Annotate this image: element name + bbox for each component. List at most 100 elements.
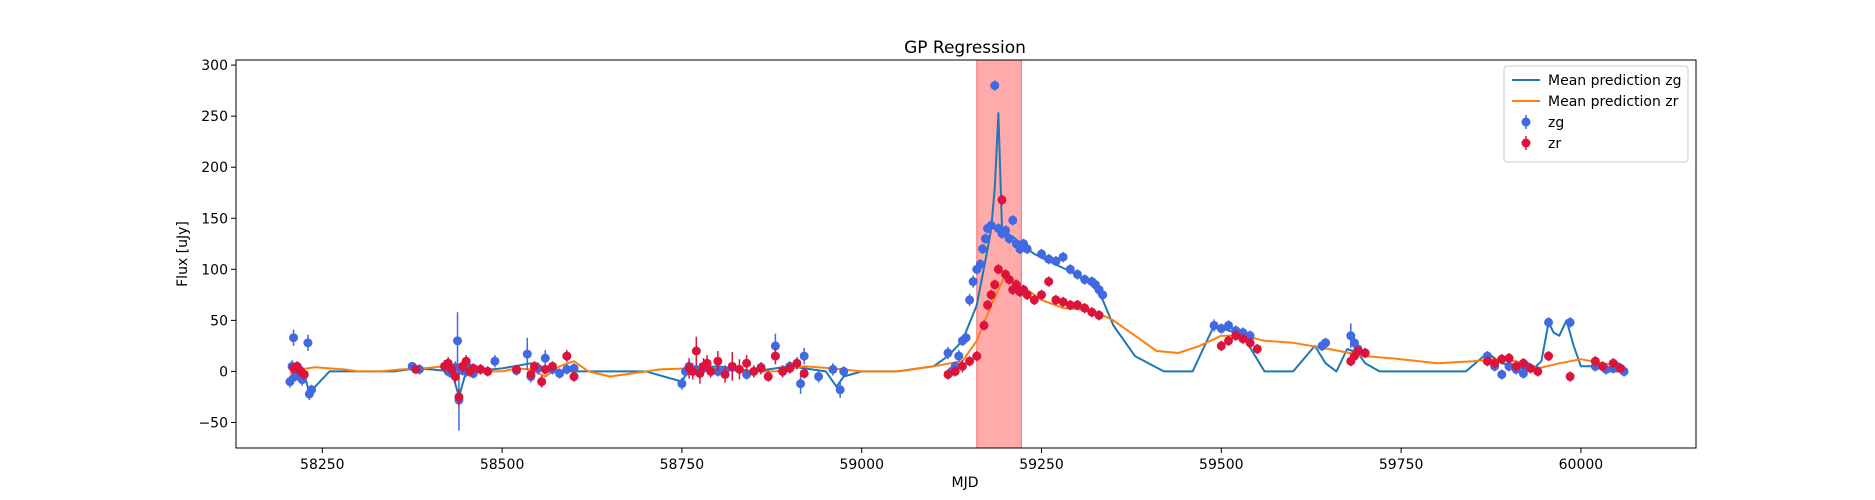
data-point: [771, 352, 780, 361]
x-tick-label: 59500: [1199, 457, 1244, 473]
data-point: [1505, 354, 1514, 363]
data-point: [548, 362, 557, 371]
data-point: [979, 321, 988, 330]
data-point: [1497, 370, 1506, 379]
x-tick-label: 59750: [1379, 457, 1424, 473]
data-point: [828, 365, 837, 374]
legend-marker-swatch: [1522, 118, 1531, 127]
plot-frame: [236, 60, 1696, 448]
data-point: [706, 367, 715, 376]
data-point: [965, 295, 974, 304]
data-point: [537, 377, 546, 386]
data-point: [523, 350, 532, 359]
data-point: [800, 369, 809, 378]
data-point: [483, 367, 492, 376]
legend-label: zr: [1548, 136, 1561, 152]
data-point: [451, 372, 460, 381]
data-point: [1059, 253, 1068, 262]
data-point: [796, 379, 805, 388]
data-point: [836, 385, 845, 394]
y-tick-label: 300: [201, 58, 228, 74]
y-tick-label: 200: [201, 160, 228, 176]
legend: Mean prediction zg Mean prediction zr zg zr: [1504, 66, 1688, 162]
data-point: [677, 379, 686, 388]
data-point: [1246, 338, 1255, 347]
data-point: [814, 372, 823, 381]
data-point: [1044, 277, 1053, 286]
legend-label: zg: [1548, 115, 1564, 131]
data-point: [969, 277, 978, 286]
data-point: [453, 336, 462, 345]
data-point: [562, 352, 571, 361]
data-point: [1544, 318, 1553, 327]
data-point: [990, 81, 999, 90]
data-point: [512, 365, 521, 374]
data-point: [990, 280, 999, 289]
data-point: [1616, 364, 1625, 373]
data-point: [972, 352, 981, 361]
data-point: [530, 362, 539, 371]
x-tick-label: 58750: [660, 457, 705, 473]
legend-label: Mean prediction zr: [1548, 94, 1679, 110]
series-points-zr: [289, 195, 1625, 405]
y-tick-label: 100: [201, 262, 228, 278]
data-point: [300, 370, 309, 379]
data-point: [462, 357, 471, 366]
series-points-zg: [285, 80, 1628, 430]
y-tick-label: −50: [198, 415, 228, 431]
data-point: [713, 357, 722, 366]
legend-marker-swatch: [1522, 139, 1531, 148]
data-point: [944, 349, 953, 358]
data-point: [1361, 349, 1370, 358]
legend-label: Mean prediction zg: [1548, 73, 1682, 89]
data-point: [541, 354, 550, 363]
y-axis-label: Flux [uJy]: [175, 221, 191, 287]
data-point: [1095, 311, 1104, 320]
data-point: [981, 234, 990, 243]
x-axis-label: MJD: [952, 475, 979, 491]
y-tick-label: 250: [201, 109, 228, 125]
chart-title: GP Regression: [904, 38, 1026, 58]
data-point: [962, 333, 971, 342]
data-point: [1023, 244, 1032, 253]
y-axis: −50 0 50 100 150 200 250 300: [198, 58, 236, 431]
x-tick-label: 58250: [300, 457, 345, 473]
data-point: [954, 352, 963, 361]
data-point: [1598, 362, 1607, 371]
data-point: [490, 357, 499, 366]
data-point: [411, 365, 420, 374]
plot-area: [236, 60, 1696, 448]
x-tick-label: 59250: [1019, 457, 1064, 473]
data-point: [1037, 290, 1046, 299]
x-tick-label: 60000: [1559, 457, 1604, 473]
data-point: [735, 365, 744, 374]
data-point: [1321, 338, 1330, 347]
data-point: [1253, 344, 1262, 353]
data-point: [1566, 372, 1575, 381]
data-point: [1533, 367, 1542, 376]
data-point: [454, 392, 463, 401]
data-point: [742, 359, 751, 368]
data-point: [289, 333, 298, 342]
data-point: [764, 372, 773, 381]
x-tick-label: 59000: [839, 457, 884, 473]
data-point: [307, 385, 316, 394]
y-tick-label: 150: [201, 211, 228, 227]
data-point: [976, 260, 985, 269]
data-point: [839, 367, 848, 376]
data-point: [721, 370, 730, 379]
data-point: [1098, 290, 1107, 299]
data-point: [983, 301, 992, 310]
data-point: [792, 359, 801, 368]
data-point: [570, 372, 579, 381]
x-tick-label: 58500: [480, 457, 525, 473]
y-tick-label: 50: [210, 313, 228, 329]
data-point: [997, 195, 1006, 204]
x-axis: 58250 58500 58750 59000 59250 59500 59750 60000: [300, 448, 1603, 473]
data-point: [692, 347, 701, 356]
data-point: [303, 338, 312, 347]
data-point: [800, 352, 809, 361]
data-point: [757, 364, 766, 373]
data-point: [1544, 352, 1553, 361]
